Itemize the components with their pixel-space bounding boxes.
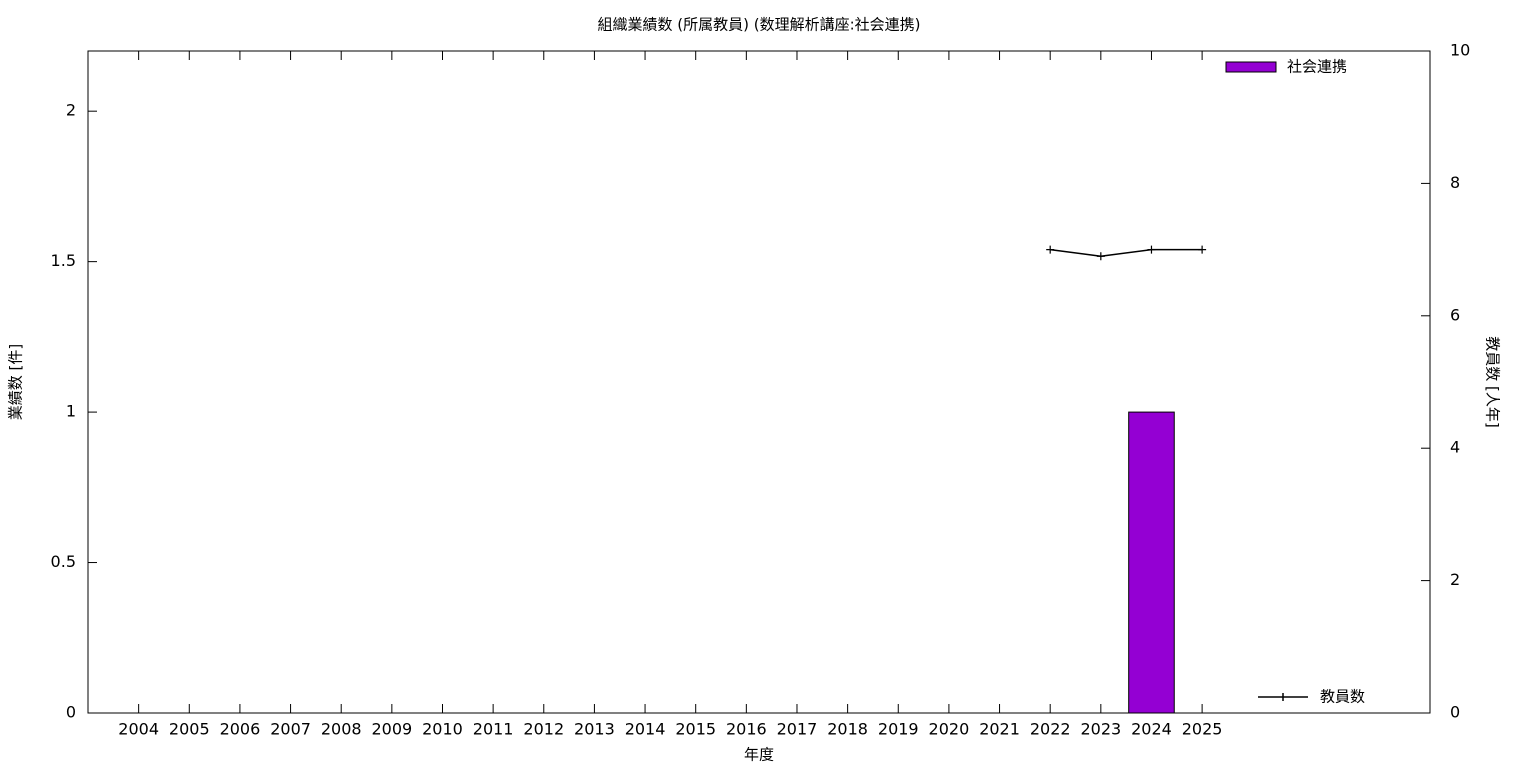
y2-tick-label: 6: [1450, 305, 1460, 324]
x-tick-label: 2012: [523, 720, 564, 739]
x-tick-label: 2017: [777, 720, 818, 739]
chart-title: 組織業績数 (所属教員) (数理解析講座:社会連携): [597, 16, 920, 34]
y-tick-label: 1: [66, 402, 76, 421]
y2-tick-label: 4: [1450, 438, 1460, 457]
y-tick-label: 2: [66, 101, 76, 120]
y-tick-label: 1.5: [51, 251, 76, 270]
point: [1046, 245, 1055, 254]
y-tick-label: 0: [66, 703, 76, 722]
x-tick-label: 2005: [169, 720, 210, 739]
x-tick-label: 2004: [118, 720, 159, 739]
legend-label: 教員数: [1320, 688, 1365, 706]
y-axis-label: 業績数 [件]: [7, 344, 25, 420]
legend-swatch: [1225, 61, 1277, 73]
point: [1147, 245, 1156, 254]
x-tick-label: 2008: [321, 720, 362, 739]
x-tick-label: 2006: [220, 720, 261, 739]
y2-tick-label: 8: [1450, 173, 1460, 192]
x-tick-label: 2024: [1131, 720, 1172, 739]
y2-tick-label: 0: [1450, 703, 1460, 722]
line: [1050, 248, 1203, 257]
y2-tick-label: 2: [1450, 570, 1460, 589]
x-tick-label: 2023: [1080, 720, 1121, 739]
x-tick-label: 2009: [371, 720, 412, 739]
x-tick-label: 2010: [422, 720, 463, 739]
x-tick-label: 2018: [827, 720, 868, 739]
y-tick-label: 0.5: [51, 552, 76, 571]
x-axis-label: 年度: [744, 746, 774, 764]
x-tick-label: 2013: [574, 720, 615, 739]
point: [1198, 245, 1207, 254]
x-tick-label: 2021: [979, 720, 1020, 739]
x-tick-label: 2007: [270, 720, 311, 739]
plot-frame: [87, 50, 1431, 714]
y2-tick-label: 10: [1450, 41, 1470, 60]
x-tick-label: 2016: [726, 720, 767, 739]
x-tick-label: 2011: [473, 720, 514, 739]
y2-axis-label: 教員数 [人年]: [1484, 336, 1502, 427]
bar: [1128, 411, 1175, 714]
x-tick-label: 2025: [1182, 720, 1223, 739]
point: [1096, 252, 1105, 261]
x-tick-label: 2014: [625, 720, 666, 739]
x-tick-label: 2020: [929, 720, 970, 739]
legend-label: 社会連携: [1287, 58, 1347, 76]
x-tick-label: 2022: [1030, 720, 1071, 739]
x-tick-label: 2015: [675, 720, 716, 739]
legend-swatch: [1258, 693, 1308, 701]
x-tick-label: 2019: [878, 720, 919, 739]
